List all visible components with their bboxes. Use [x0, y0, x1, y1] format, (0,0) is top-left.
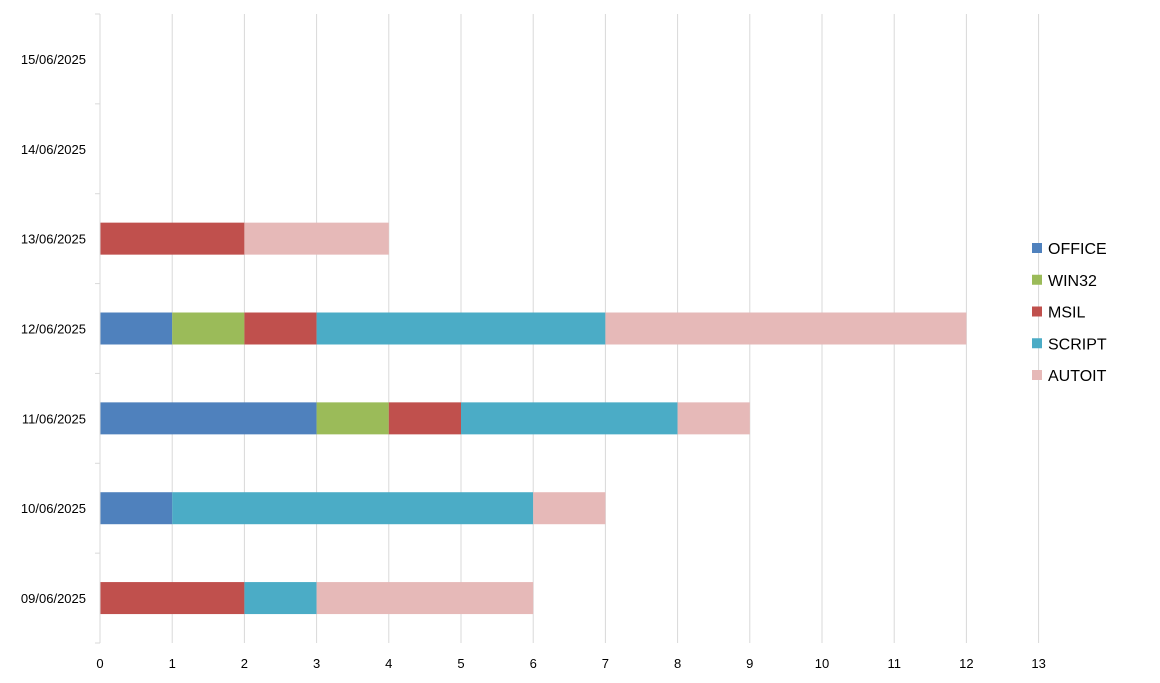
x-tick-label: 3: [313, 656, 320, 671]
bar-msil-11/06/2025: [388, 402, 461, 435]
x-tick-label: 0: [96, 656, 103, 671]
bar-autoit-10/06/2025: [533, 492, 606, 525]
category-label: 15/06/2025: [21, 52, 86, 67]
bar-office-12/06/2025: [100, 312, 173, 345]
bar-autoit-09/06/2025: [316, 582, 534, 615]
category-labels: 09/06/2025 10/06/2025 11/06/2025 12/06/2025…: [21, 52, 86, 606]
x-tick-label: 4: [385, 656, 392, 671]
x-tick-label: 10: [815, 656, 829, 671]
x-tick-label: 1: [169, 656, 176, 671]
category-label: 14/06/2025: [21, 142, 86, 157]
legend-swatch-script: [1032, 338, 1042, 349]
bar-office-10/06/2025: [100, 492, 173, 525]
legend-label-autoit: AUTOIT: [1048, 368, 1107, 385]
bar-script-12/06/2025: [316, 312, 606, 345]
bar-script-10/06/2025: [172, 492, 534, 525]
bar-msil-12/06/2025: [244, 312, 317, 345]
category-label: 11/06/2025: [22, 411, 86, 426]
bar-office-11/06/2025: [100, 402, 317, 435]
x-tick-label: 8: [674, 656, 681, 671]
bar-autoit-11/06/2025: [677, 402, 750, 435]
legend-label-office: OFFICE: [1048, 241, 1107, 258]
legend-swatch-office: [1032, 243, 1042, 253]
legend-label-win32: WIN32: [1048, 273, 1097, 290]
x-tick-label: 2: [241, 656, 248, 671]
bar-autoit-13/06/2025: [244, 222, 389, 255]
x-tick-label: 5: [457, 656, 464, 671]
bar-autoit-12/06/2025: [605, 312, 967, 345]
x-tick-labels: 0 1 2 3 4 5 6 7 8 9 10 11 12 13: [96, 656, 1045, 671]
x-tick-label: 12: [959, 656, 973, 671]
x-tick-label: 9: [746, 656, 753, 671]
legend: OFFICE WIN32 MSIL SCRIPT AUTOIT: [1032, 241, 1107, 385]
bar-win32-12/06/2025: [172, 312, 245, 345]
bar-msil-09/06/2025: [100, 582, 245, 615]
bar-script-09/06/2025: [244, 582, 317, 615]
legend-swatch-msil: [1032, 306, 1042, 317]
x-tick-label: 6: [530, 656, 537, 671]
legend-label-script: SCRIPT: [1048, 336, 1107, 353]
axes: [95, 13, 101, 644]
category-label: 09/06/2025: [21, 591, 86, 606]
legend-swatch-autoit: [1032, 370, 1042, 380]
legend-label-msil: MSIL: [1048, 305, 1085, 322]
legend-swatch-win32: [1032, 274, 1042, 285]
bar-script-11/06/2025: [461, 402, 678, 435]
category-label: 10/06/2025: [21, 501, 86, 516]
x-tick-label: 7: [602, 656, 609, 671]
x-tick-label: 13: [1031, 656, 1045, 671]
x-tick-label: 11: [887, 656, 901, 671]
bar-msil-13/06/2025: [100, 222, 245, 255]
bars: [100, 222, 967, 615]
category-label: 13/06/2025: [21, 232, 86, 247]
bar-win32-11/06/2025: [316, 402, 389, 435]
category-label: 12/06/2025: [21, 322, 86, 337]
